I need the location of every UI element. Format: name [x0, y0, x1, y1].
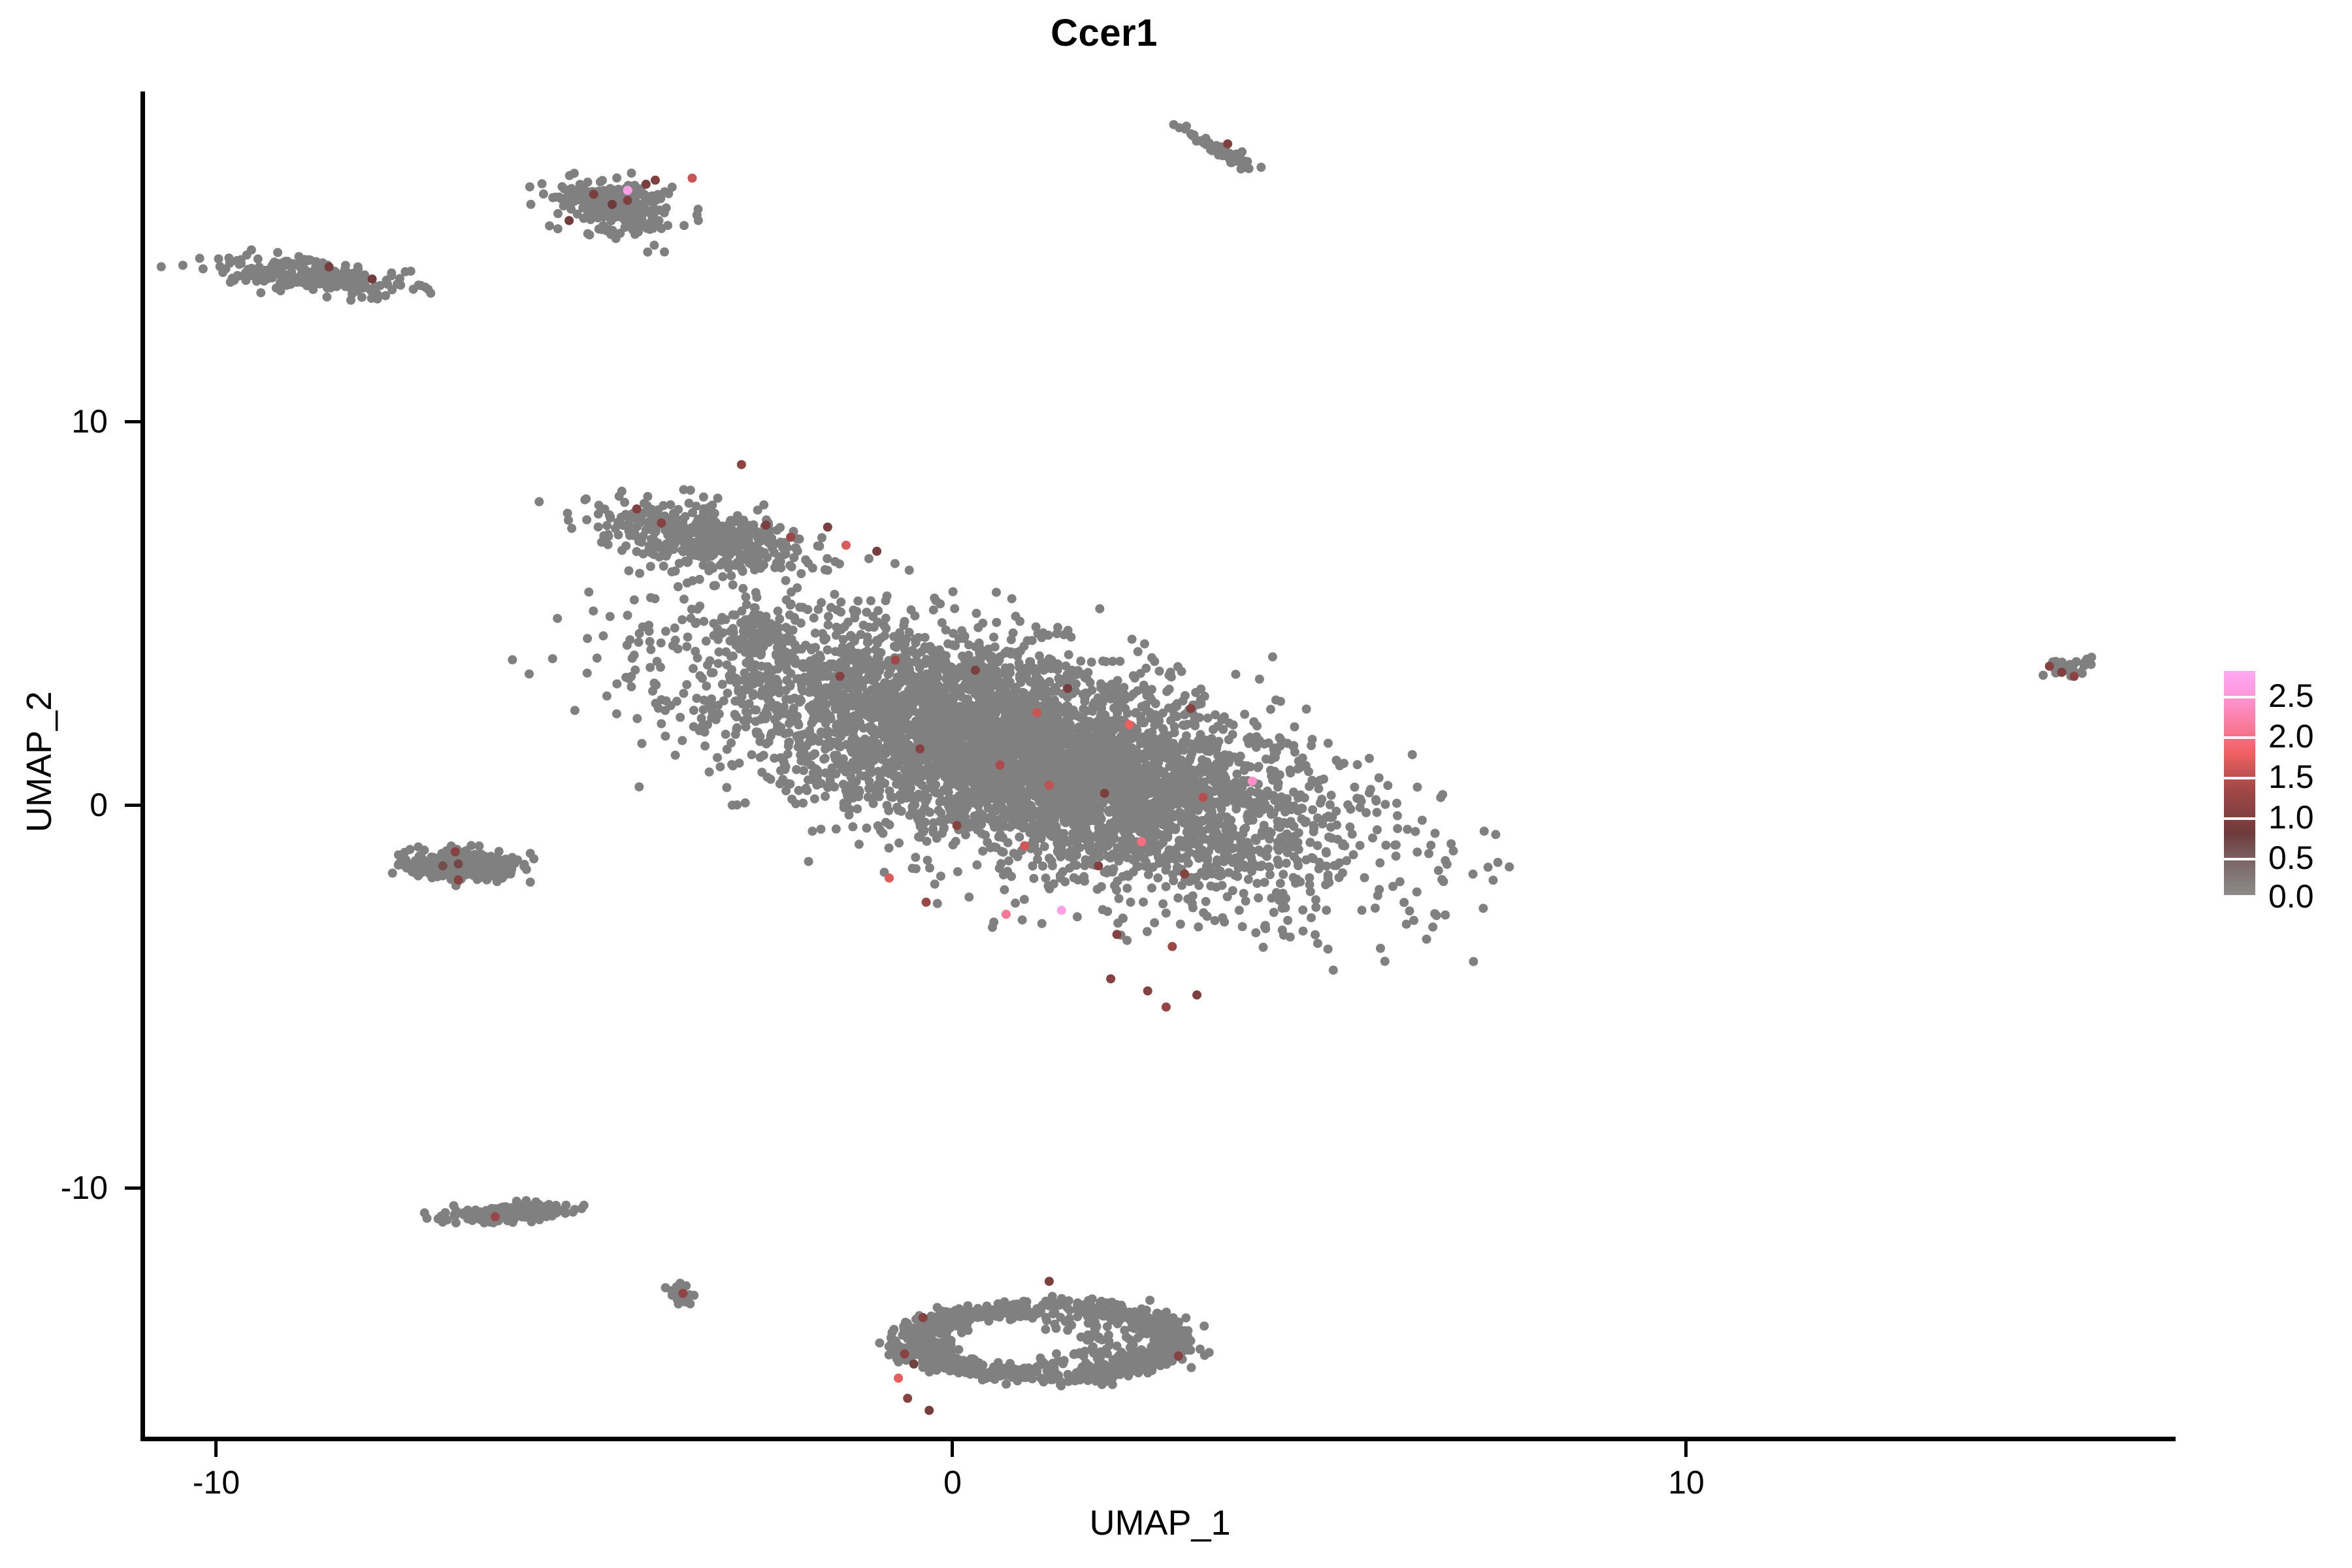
legend-tick-2_0: [2224, 736, 2255, 739]
y-tick-label--10: -10: [60, 1169, 108, 1206]
x-tick-mark--10: [214, 1441, 218, 1457]
y-tick-mark--10: [125, 1186, 140, 1190]
color-legend: 2.5 2.0 1.5 1.0 0.5 0.0: [2224, 660, 2348, 915]
legend-tick-1_5: [2224, 777, 2255, 779]
legend-tick-2_5: [2224, 696, 2255, 698]
legend-label-0_5: 0.5: [2268, 840, 2314, 876]
legend-label-1_5: 1.5: [2268, 759, 2314, 795]
y-axis-title: UMAP_2: [20, 691, 59, 833]
y-tick-label-0: 0: [90, 787, 108, 823]
legend-tick-0_0: [2224, 895, 2255, 898]
page-title: Ccer1: [1051, 12, 1158, 54]
x-axis-title: UMAP_1: [1089, 1503, 1231, 1543]
y-tick-mark-10: [125, 420, 140, 423]
legend-colorbar: [2224, 671, 2255, 896]
legend-label-1_0: 1.0: [2268, 799, 2314, 836]
legend-tick-0_5: [2224, 858, 2255, 860]
legend-label-2_0: 2.0: [2268, 718, 2314, 755]
x-axis-line: [140, 1437, 2176, 1441]
y-axis-line: [140, 91, 145, 1441]
x-tick-label-0: 0: [943, 1464, 962, 1501]
legend-tick-1_0: [2224, 817, 2255, 820]
x-tick-mark-0: [951, 1441, 954, 1457]
x-tick-mark-10: [1684, 1441, 1688, 1457]
y-tick-mark-0: [125, 804, 140, 807]
x-tick-label--10: -10: [192, 1464, 240, 1501]
x-tick-label-10: 10: [1668, 1464, 1705, 1501]
legend-label-0_0: 0.0: [2268, 878, 2314, 915]
scatter-points-svg: [156, 120, 2097, 1415]
y-tick-label-10: 10: [71, 403, 108, 440]
legend-label-2_5: 2.5: [2268, 678, 2314, 714]
scatter-plot-panel: [144, 91, 2176, 1439]
